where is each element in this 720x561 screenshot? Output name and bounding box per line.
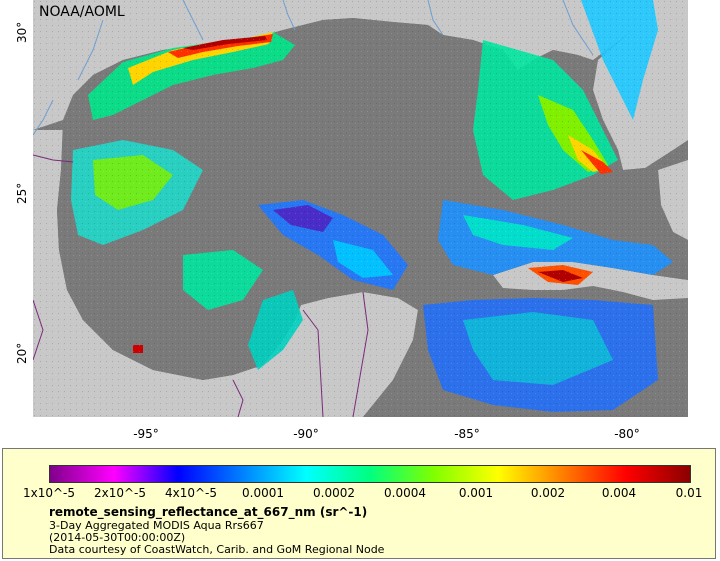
variable-title: remote_sensing_reflectance_at_667_nm (sr… bbox=[49, 505, 368, 519]
data-credit: Data courtesy of CoastWatch, Carib. and … bbox=[49, 543, 385, 556]
lat-tick-20: 20° bbox=[15, 342, 29, 364]
map-panel[interactable]: NOAA/AOML bbox=[33, 0, 688, 417]
borders bbox=[33, 154, 369, 417]
colorbar-tick-3: 4x10^-5 bbox=[164, 486, 218, 500]
legend-panel: 1x10^-5 2x10^-5 4x10^-5 0.0001 0.0002 0.… bbox=[2, 448, 716, 559]
lon-tick-95: -95° bbox=[133, 427, 159, 441]
colorbar-tick-2: 2x10^-5 bbox=[93, 486, 147, 500]
lon-tick-85: -85° bbox=[454, 427, 480, 441]
colorbar-tick-9: 0.004 bbox=[601, 486, 637, 500]
lon-tick-80: -80° bbox=[614, 427, 640, 441]
colorbar bbox=[49, 465, 691, 483]
rivers bbox=[33, 0, 594, 136]
colorbar-tick-8: 0.002 bbox=[530, 486, 566, 500]
lat-tick-30: 30° bbox=[15, 21, 29, 43]
reflectance-field bbox=[33, 0, 688, 417]
colorbar-tick-4: 0.0001 bbox=[242, 486, 284, 500]
map-credit: NOAA/AOML bbox=[39, 4, 125, 20]
colorbar-tick-10: 0.01 bbox=[675, 486, 703, 500]
colorbar-tick-1: 1x10^-5 bbox=[22, 486, 76, 500]
colorbar-tick-7: 0.001 bbox=[458, 486, 494, 500]
map-canvas bbox=[33, 0, 688, 417]
colorbar-tick-6: 0.0004 bbox=[384, 486, 426, 500]
colorbar-tick-5: 0.0002 bbox=[313, 486, 355, 500]
lon-tick-90: -90° bbox=[293, 427, 319, 441]
lat-tick-25: 25° bbox=[15, 182, 29, 204]
dataset-time: (2014-05-30T00:00:00Z) bbox=[49, 531, 186, 544]
dataset-name: 3-Day Aggregated MODIS Aqua Rrs667 bbox=[49, 519, 264, 532]
